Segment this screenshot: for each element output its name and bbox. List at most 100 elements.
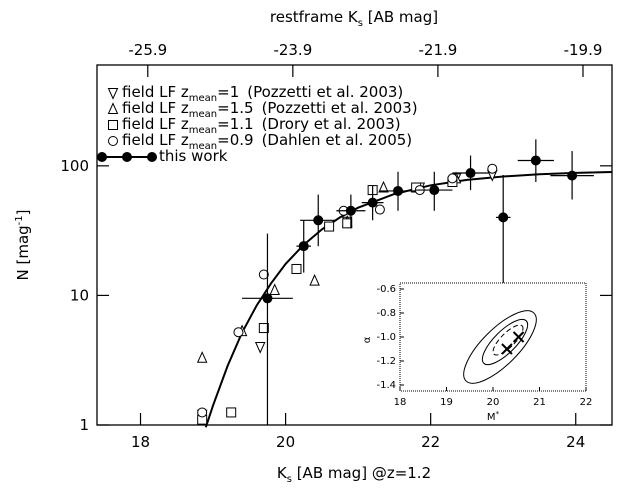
marker-circle [374, 204, 385, 215]
marker-filled [530, 155, 541, 166]
x-label-part: K [277, 464, 288, 482]
marker-up-triangle [378, 180, 389, 193]
top-label-sub: s [358, 18, 363, 29]
marker-square [226, 407, 237, 418]
inset-x-tick-label: 20 [487, 397, 500, 408]
inset: M* α 18 19 20 21 22 -0.6 -0.8 -1.0 -1.2 -1.4 [362, 282, 598, 423]
marker-filled [367, 197, 378, 208]
legend-label: this work [159, 147, 228, 165]
legend-label-part: =1 [217, 83, 239, 101]
x-tick-label: 20 [276, 433, 295, 451]
contour [492, 324, 524, 356]
marker-filled [429, 185, 440, 196]
legend-label-part: =0.9 [217, 131, 253, 149]
x-axis-label: Ks [AB mag] @z=1.2 [277, 464, 431, 485]
marker-square [108, 120, 118, 130]
marker-circle [108, 136, 118, 146]
marker-filled [313, 215, 324, 226]
marker-filled [498, 212, 509, 223]
top-axis-label: restframe Ks [AB mag] [270, 8, 438, 29]
legend-label-part: field LF z [122, 131, 189, 149]
y-tick-label: 1 [79, 416, 89, 434]
y-label-sup: -1 [14, 215, 25, 225]
marker-down-triangle [107, 88, 119, 100]
inset-y-tick-label: -1.4 [376, 380, 396, 391]
contour [463, 310, 537, 384]
inset-bg [398, 283, 598, 403]
x-tick-label: 24 [566, 433, 585, 451]
y-label-part: N [mag [14, 225, 32, 280]
marker-filled [147, 152, 157, 162]
inset-x-tick-label: 21 [533, 397, 546, 408]
marker-square [291, 263, 302, 274]
y-tick-label: 10 [70, 286, 89, 304]
inset-x-label-part: M [487, 412, 496, 423]
legend-label-part: mean [189, 93, 217, 104]
inset-y-tick-label: -0.8 [376, 308, 396, 319]
inset-best-fit [512, 331, 525, 343]
legend-label-part: (Drory et al. 2003) [262, 115, 401, 133]
marker-filled [345, 205, 356, 216]
x-tick-label: 22 [421, 433, 440, 451]
inset-y-tick-label: -0.6 [376, 284, 396, 295]
marker-filled [262, 293, 273, 304]
legend-label-part: (Pozzetti et al. 2003) [262, 99, 418, 117]
top-label-part: [AB mag] [363, 8, 438, 26]
marker-up-triangle [107, 102, 119, 114]
top-x-tick-label: -19.9 [564, 41, 603, 59]
legend-label-part: =1.1 [217, 115, 253, 133]
legend-label-part: field LF z [122, 99, 189, 117]
marker-circle [258, 269, 269, 280]
y-axis-label: N [mag-1] [14, 209, 32, 280]
legend-label-part: (Pozzetti et al. 2003) [247, 83, 403, 101]
marker-filled [465, 168, 476, 179]
top-x-tick-label: -21.9 [419, 41, 458, 59]
top-x-tick-label: -23.9 [273, 41, 312, 59]
legend-label: field LF zmean=1.5 (Pozzetti et al. 2003) [122, 99, 418, 120]
marker-filled [567, 170, 578, 181]
legend-label-part: mean [189, 141, 217, 152]
marker-filled [122, 152, 132, 162]
inset-y-label: α [362, 336, 373, 343]
marker-up-triangle [309, 273, 320, 286]
inset-y-tick-label: -1.2 [376, 356, 396, 367]
legend-label-part: (Dahlen et al. 2005) [262, 131, 413, 149]
x-label-part: [AB mag] @z=1.2 [292, 464, 431, 482]
marker-circle [487, 163, 498, 174]
inset-x-label-sup: * [496, 410, 500, 418]
marker-down-triangle [254, 341, 266, 354]
legend-label-part: mean [189, 125, 217, 136]
y-tick-label: 100 [60, 157, 89, 175]
inset-y-tick-label: -1.0 [376, 332, 396, 343]
marker-square [324, 221, 335, 232]
marker-circle [233, 327, 244, 338]
legend-label-part: mean [189, 109, 217, 120]
inset-x-tick-label: 22 [580, 397, 593, 408]
marker-square [258, 323, 269, 334]
legend-label: field LF zmean=0.9 (Dahlen et al. 2005) [122, 131, 412, 152]
marker-filled [393, 185, 404, 196]
x-label-sub: s [287, 474, 292, 485]
contour [481, 318, 529, 366]
inset-best-fit [501, 343, 513, 355]
legend-label: field LF zmean=1 (Pozzetti et al. 2003) [122, 83, 403, 104]
marker-filled [298, 241, 309, 252]
marker-square [342, 218, 353, 229]
marker-up-triangle [269, 283, 280, 296]
marker-circle [197, 407, 208, 418]
marker-filled [97, 152, 107, 162]
marker-circle [447, 173, 458, 184]
top-x-tick-label: -25.9 [128, 41, 167, 59]
legend-label-part: =1.5 [217, 99, 253, 117]
inset-x-tick-label: 18 [394, 397, 407, 408]
inset-x-tick-label: 19 [440, 397, 453, 408]
legend-label-part: field LF z [122, 115, 189, 133]
top-label-part: restframe K [270, 8, 359, 26]
legend-label-part: field LF z [122, 83, 189, 101]
marker-up-triangle [196, 351, 208, 363]
legend-label-part: this work [159, 147, 228, 165]
x-tick-label: 18 [131, 433, 150, 451]
inset-x-label: M* [487, 410, 500, 423]
